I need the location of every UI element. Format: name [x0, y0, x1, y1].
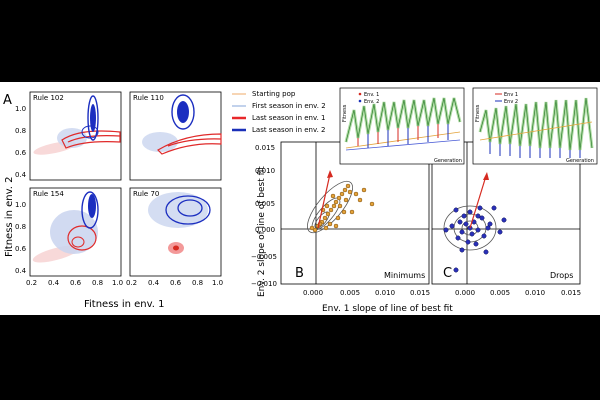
legend-first-season-env2: First season in env. 2 [252, 102, 326, 110]
panel-bc-ylabel: Env. 2 slope of line of best fit [257, 166, 267, 297]
svg-text:1.0: 1.0 [112, 279, 123, 287]
svg-text:0.000: 0.000 [303, 289, 323, 297]
svg-text:−0.005: −0.005 [251, 253, 277, 261]
legend-starting-pop: Starting pop [252, 90, 296, 98]
panel-c-points [443, 205, 507, 273]
svg-text:0.000: 0.000 [255, 226, 275, 234]
svg-text:0.010: 0.010 [525, 289, 545, 297]
inset-right-legend-env2: Env 2 [504, 99, 518, 105]
legend-last-season-env1: Last season in env. 1 [252, 114, 326, 122]
svg-text:0.000: 0.000 [455, 289, 475, 297]
inset-left-ylabel: Fitness [342, 104, 348, 122]
figure: A Fitness in env. 2 Fitness in env. 1 Ru… [0, 82, 600, 315]
panel-a-xlabel: Fitness in env. 1 [84, 299, 164, 310]
legend-last-season-env2: Last season in env. 2 [252, 126, 326, 134]
inset-left-legend-env2: Env. 2 [364, 99, 379, 105]
subplot-title: Rule 70 [133, 190, 159, 198]
svg-text:0.8: 0.8 [15, 127, 26, 135]
svg-text:0.8: 0.8 [15, 223, 26, 231]
svg-text:0.6: 0.6 [70, 279, 82, 287]
svg-text:0.4: 0.4 [148, 279, 160, 287]
svg-text:0.005: 0.005 [340, 289, 360, 297]
svg-text:0.015: 0.015 [255, 144, 275, 152]
svg-text:0.8: 0.8 [192, 279, 203, 287]
svg-text:−0.010: −0.010 [251, 280, 277, 288]
inset-left: Env. 1 Env. 2 Generation Fitness [339, 87, 465, 165]
svg-text:0.010: 0.010 [255, 167, 275, 175]
svg-text:0.4: 0.4 [48, 279, 60, 287]
panel-a-x-ticks: 0.2 0.4 0.6 0.8 1.0 0.2 0.4 0.6 0.8 1.0 [26, 279, 223, 287]
panel-b-points [309, 183, 375, 233]
svg-text:0.015: 0.015 [410, 289, 430, 297]
panel-c-x-ticks: 0.000 0.005 0.010 0.015 [455, 289, 581, 297]
svg-text:0.010: 0.010 [375, 289, 395, 297]
inset-left-legend-env1: Env. 1 [364, 92, 379, 98]
inset-right-xlabel: Generation [566, 158, 594, 164]
svg-text:0.015: 0.015 [561, 289, 581, 297]
subplot-rule-102: Rule 102 [29, 91, 122, 181]
svg-text:0.6: 0.6 [170, 279, 182, 287]
panel-bc-xlabel: Env. 1 slope of line of best fit [322, 304, 453, 314]
svg-text:0.6: 0.6 [15, 245, 27, 253]
panel-a-ylabel: Fitness in env. 2 [4, 177, 15, 257]
svg-text:0.8: 0.8 [92, 279, 103, 287]
inset-right-ylabel: Fitness [475, 104, 481, 122]
svg-text:0.005: 0.005 [255, 200, 275, 208]
panel-c-plot: C Drops [431, 141, 581, 285]
panel-c-label: Drops [550, 271, 573, 280]
svg-text:1.0: 1.0 [15, 201, 26, 209]
svg-text:0.4: 0.4 [15, 171, 27, 179]
inset-right-legend-env1: Env 1 [504, 92, 518, 98]
svg-text:0.4: 0.4 [15, 267, 27, 275]
figure-svg: A Fitness in env. 2 Fitness in env. 1 Ru… [3, 87, 598, 314]
panel-b-x-ticks: 0.000 0.005 0.010 0.015 [303, 289, 430, 297]
panel-a-y-ticks: 1.0 0.8 0.6 0.4 1.0 0.8 0.6 0.4 [15, 105, 27, 275]
subplot-title: Rule 110 [133, 94, 164, 102]
svg-text:0.2: 0.2 [26, 279, 37, 287]
subplot-title: Rule 154 [33, 190, 64, 198]
panel-label-b: B [295, 266, 304, 281]
subplot-rule-110: Rule 110 [129, 91, 222, 181]
inset-left-xlabel: Generation [434, 158, 462, 164]
subplot-rule-70: Rule 70 [129, 187, 222, 277]
panel-b-plot: B Minimums [280, 141, 430, 285]
svg-text:1.0: 1.0 [212, 279, 223, 287]
panel-bc-y-ticks: 0.015 0.010 0.005 0.000 −0.005 −0.010 [251, 144, 277, 288]
panel-label-c: C [443, 266, 452, 281]
subplot-rule-154: Rule 154 [29, 187, 122, 277]
legend: Starting pop First season in env. 2 Last… [232, 90, 326, 134]
subplot-title: Rule 102 [33, 94, 64, 102]
svg-text:0.005: 0.005 [490, 289, 510, 297]
panel-label-a: A [3, 93, 12, 108]
svg-text:0.6: 0.6 [15, 149, 27, 157]
svg-text:0.2: 0.2 [126, 279, 137, 287]
panel-b-label: Minimums [384, 271, 425, 280]
inset-right: Env 1 Env 2 Generation Fitness [472, 87, 598, 165]
svg-text:1.0: 1.0 [15, 105, 26, 113]
